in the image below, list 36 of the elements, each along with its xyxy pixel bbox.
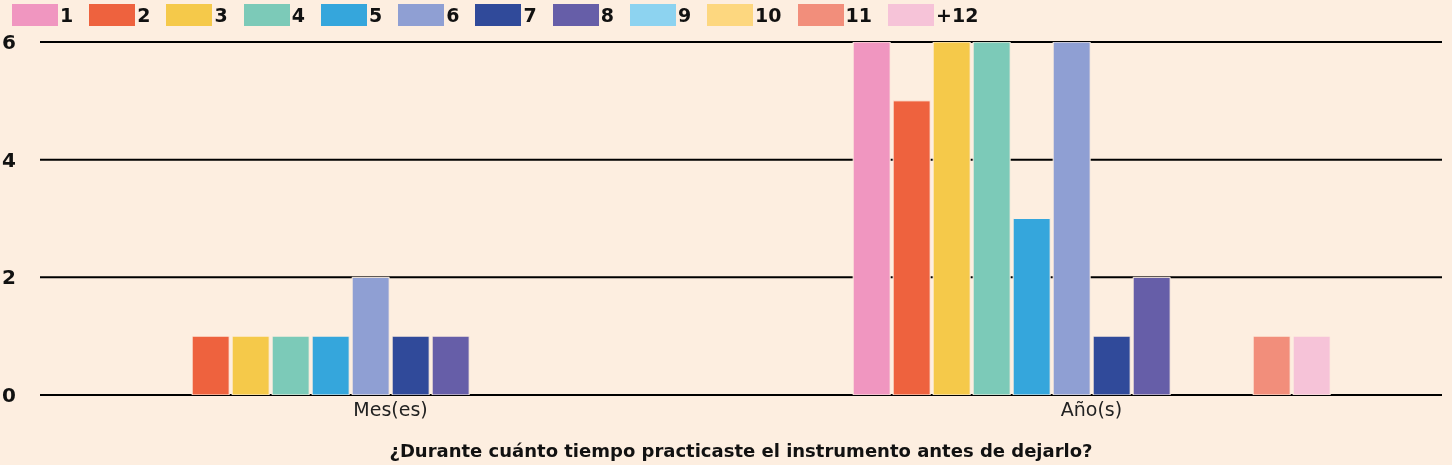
bar bbox=[932, 42, 971, 395]
legend-label: 6 bbox=[446, 4, 460, 26]
y-tick-label: 4 bbox=[2, 147, 16, 172]
legend-label: +12 bbox=[936, 4, 979, 26]
bar bbox=[311, 335, 350, 395]
x-axis-title: ¿Durante cuánto tiempo practicaste el instrumento antes de dejarlo? bbox=[389, 440, 1093, 461]
bar bbox=[852, 42, 891, 395]
bar bbox=[1012, 218, 1051, 395]
bar bbox=[972, 42, 1011, 395]
bar bbox=[1092, 335, 1131, 395]
legend-label: 11 bbox=[845, 4, 873, 26]
legend-label: 5 bbox=[368, 4, 383, 26]
bar bbox=[1292, 335, 1331, 395]
bar bbox=[351, 276, 390, 395]
y-tick-label: 2 bbox=[2, 265, 16, 290]
bar bbox=[892, 100, 931, 395]
bar bbox=[1052, 42, 1091, 395]
legend-label: 3 bbox=[214, 4, 228, 26]
bar bbox=[431, 335, 470, 395]
legend-label: 8 bbox=[600, 4, 614, 26]
bar bbox=[1252, 335, 1291, 395]
legend-label: 2 bbox=[137, 4, 151, 26]
x-tick-label: Mes(es) bbox=[353, 398, 428, 421]
y-tick-label: 0 bbox=[2, 383, 16, 408]
legend-label: 1 bbox=[60, 4, 74, 26]
legend-label: 10 bbox=[755, 4, 782, 26]
x-tick-label: Año(s) bbox=[1060, 398, 1123, 421]
legend-label: 9 bbox=[677, 4, 692, 26]
bar bbox=[271, 335, 310, 395]
legend-label: 4 bbox=[291, 4, 305, 26]
bar bbox=[391, 335, 430, 395]
bar bbox=[191, 335, 230, 395]
bar bbox=[231, 335, 270, 395]
y-tick-label: 6 bbox=[2, 30, 16, 55]
legend-label: 7 bbox=[523, 4, 537, 26]
bar bbox=[1132, 276, 1171, 395]
